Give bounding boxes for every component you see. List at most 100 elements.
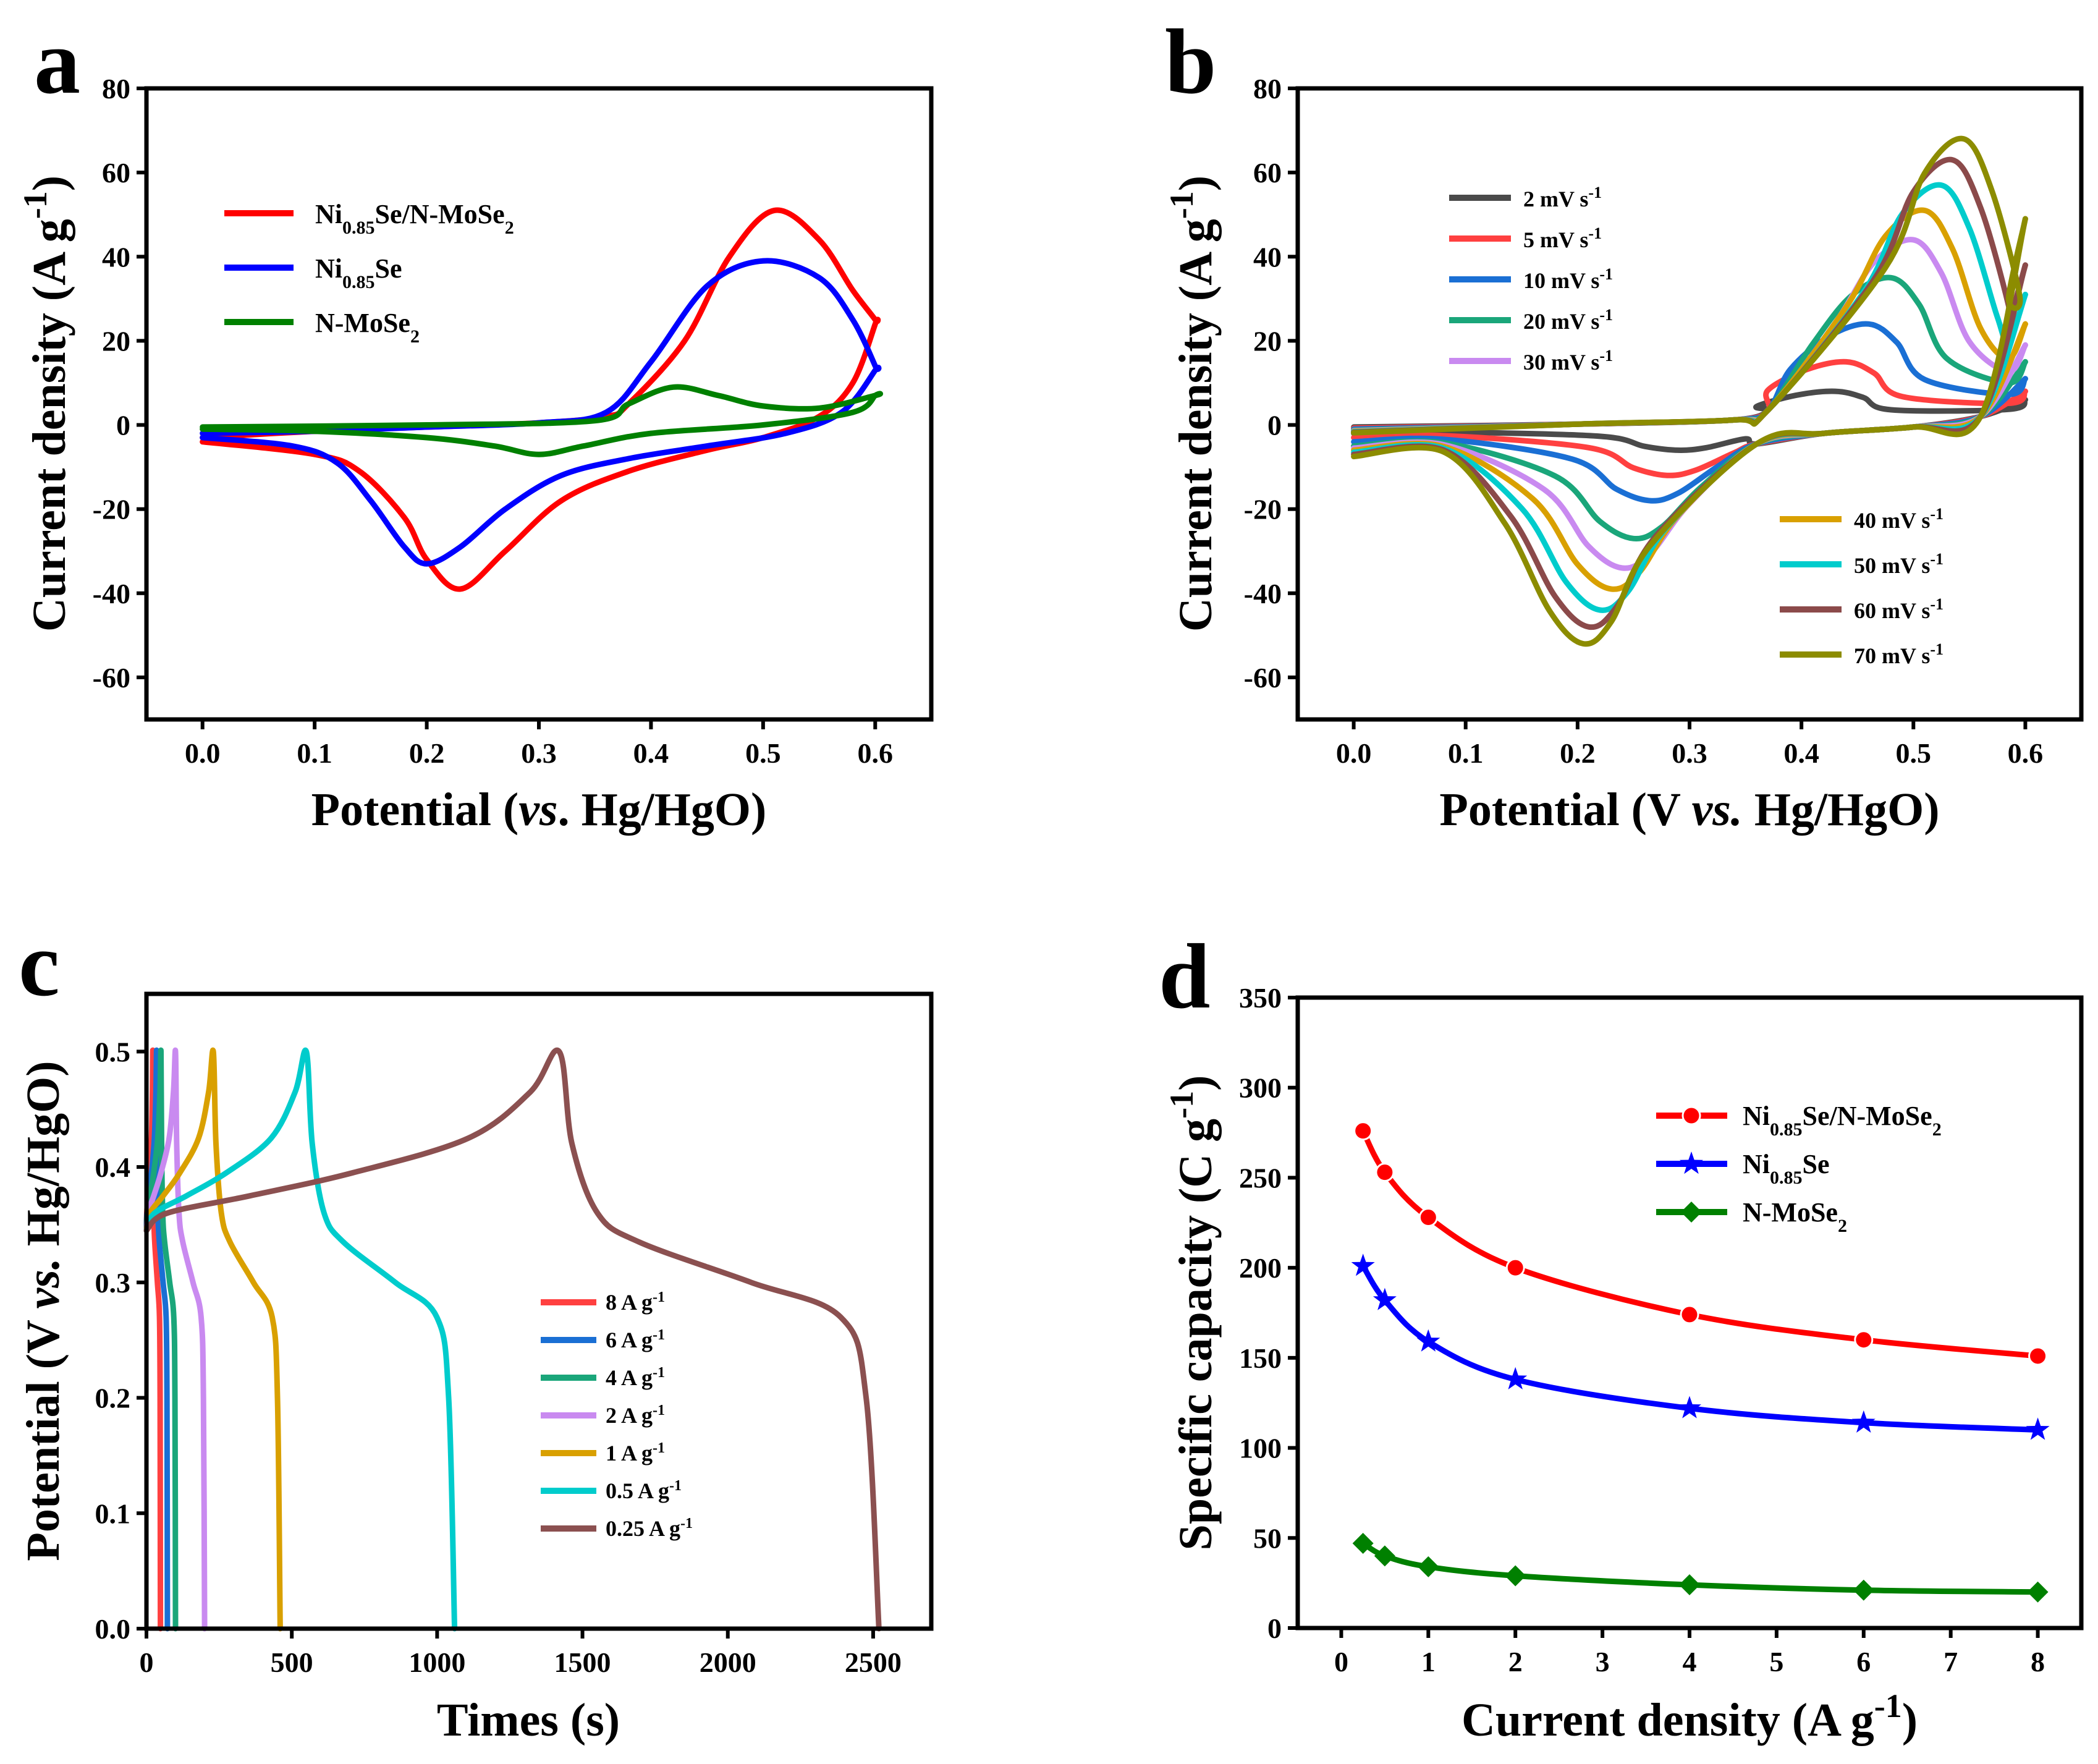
legend-label: 10 mV s-1	[1523, 265, 1613, 294]
x-tick-label: 0.0	[1336, 737, 1372, 769]
data-point-circle	[1854, 1330, 1874, 1350]
data-point-circle	[1353, 1121, 1373, 1141]
y-tick-label: 0.1	[95, 1498, 131, 1529]
data-point-star	[1678, 1396, 1701, 1418]
legend-label: Ni0.85Se/N-MoSe2	[1743, 1101, 1942, 1140]
y-tick-label: 0.3	[95, 1267, 131, 1299]
panel-letter-b: b	[1165, 11, 1216, 113]
data-point-diamond	[1505, 1565, 1526, 1587]
gcd-curve	[143, 1047, 283, 1632]
y-tick-label: -40	[1244, 578, 1282, 609]
data-point-circle	[1505, 1258, 1525, 1278]
panel-d-ticks: 0 1 2 3 4 5 6 7 8 0 50 100 150 200 250 300 350	[1239, 982, 2045, 1677]
x-tick-label: 0	[140, 1647, 154, 1678]
panel-d-y-title: Specific capacity (C g-1)	[1163, 1075, 1222, 1551]
data-point-diamond	[1418, 1556, 1439, 1577]
panel-c-legend: 8 A g-1 6 A g-1 4 A g-1 2 A g-1 1 A g-1 0.5 A…	[541, 1289, 693, 1541]
x-tick-label: 0.4	[1783, 737, 1819, 769]
data-point-circle	[1681, 1106, 1701, 1126]
x-tick-label: 5	[1769, 1646, 1783, 1677]
data-point-diamond	[1853, 1579, 1874, 1601]
panel-d-chart: 0 1 2 3 4 5 6 7 8 0 50 100 150 200 250 300 350 Ni0.85Se/…	[1163, 982, 2084, 1746]
x-tick-label: 0.1	[297, 737, 332, 769]
panel-b-curves	[1351, 135, 2028, 647]
legend-label: 50 mV s-1	[1854, 550, 1944, 579]
y-tick-label: 150	[1239, 1342, 1282, 1374]
legend-label: N-MoSe2	[315, 308, 420, 347]
y-tick-label: -20	[93, 494, 130, 525]
y-tick-label: 40	[102, 241, 130, 273]
panel-b-legend: 2 mV s-1 5 mV s-1 10 mV s-1 20 mV s-1 30 mV …	[1449, 184, 1944, 669]
y-tick-label: 0.5	[95, 1036, 131, 1067]
panel-a-frame	[144, 86, 934, 722]
panel-letter-c: c	[19, 913, 60, 1016]
x-tick-label: 2000	[700, 1647, 756, 1678]
panel-c-y-title: Potential (V vs. Hg/HgO)	[17, 1061, 69, 1561]
panel-d-curves	[1351, 1121, 2050, 1603]
panel-c-x-title: Times (s)	[437, 1694, 620, 1746]
panel-a-legend: Ni0.85Se/N-MoSe2 Ni0.85Se N-MoSe2	[224, 199, 514, 347]
cv-curve	[200, 384, 884, 457]
capacity-line	[1360, 1540, 2041, 1595]
legend-label: 0.25 A g-1	[606, 1516, 693, 1541]
panel-a-x-title: Potential (vs. Hg/HgO)	[311, 784, 767, 836]
legend-label: N-MoSe2	[1743, 1197, 1847, 1236]
y-tick-label: 0	[1267, 410, 1282, 441]
legend-label: 30 mV s-1	[1523, 347, 1613, 375]
data-point-diamond	[1679, 1574, 1700, 1596]
panel-d-legend: Ni0.85Se/N-MoSe2 Ni0.85Se N-MoSe2	[1656, 1101, 1942, 1236]
panel-a-y-title: Current density (A g-1)	[17, 176, 75, 632]
cv-curve-forward	[1351, 135, 2028, 436]
data-point-star	[1504, 1367, 1528, 1389]
data-point-circle	[1680, 1305, 1699, 1325]
legend-label: 2 A g-1	[606, 1402, 665, 1428]
y-tick-label: 40	[1253, 241, 1282, 273]
x-tick-label: 0.2	[409, 737, 445, 769]
legend-label: 2 mV s-1	[1523, 184, 1602, 212]
panel-c-ticks: 0 500 1000 1500 2000 2500 0.0 0.1 0.2 0.3 0.4 0.5	[95, 1036, 902, 1678]
data-point-diamond	[1681, 1202, 1702, 1223]
x-tick-label: 0.2	[1560, 737, 1596, 769]
panel-b-x-title: Potential (V vs. Hg/HgO)	[1439, 784, 1939, 836]
data-point-diamond	[1374, 1545, 1395, 1567]
y-tick-label: -40	[93, 578, 130, 609]
y-tick-label: 0.0	[95, 1613, 131, 1645]
data-point-star	[1416, 1329, 1440, 1352]
data-point-star	[1351, 1253, 1375, 1276]
capacity-line	[1360, 1128, 2041, 1359]
panel-b-y-title: Current density (A g-1)	[1163, 176, 1222, 632]
y-tick-label: 250	[1239, 1162, 1282, 1194]
y-tick-label: 20	[1253, 325, 1282, 357]
y-tick-label: 50	[1253, 1522, 1282, 1554]
y-tick-label: -60	[1244, 662, 1282, 693]
data-point-star	[1851, 1410, 1876, 1433]
y-tick-label: 100	[1239, 1433, 1282, 1464]
panel-letter-a: a	[34, 11, 80, 113]
y-tick-label: 0	[116, 410, 130, 441]
data-point-star	[1373, 1287, 1397, 1310]
y-tick-label: 350	[1239, 982, 1282, 1014]
gcd-curve	[143, 1047, 179, 1632]
panel-b-ticks: 0.0 0.1 0.2 0.3 0.4 0.5 0.6 -60 -40 -20 0 20 40 60 80	[1244, 73, 2044, 769]
x-tick-label: 0.4	[633, 737, 669, 769]
y-tick-label: 60	[102, 157, 130, 189]
legend-label: 6 A g-1	[606, 1327, 665, 1352]
y-tick-label: 300	[1239, 1072, 1282, 1104]
gcd-curve	[143, 1047, 458, 1632]
data-point-star	[2026, 1417, 2050, 1440]
x-tick-label: 0.3	[1672, 737, 1707, 769]
panel-c-curves	[143, 1047, 882, 1632]
x-tick-label: 0.6	[2008, 737, 2044, 769]
panel-c-chart: 0 500 1000 1500 2000 2500 0.0 0.1 0.2 0.3 0.4 0.5 8…	[17, 991, 934, 1746]
x-tick-label: 0.6	[858, 737, 894, 769]
panel-c-frame	[144, 991, 934, 1631]
data-point-diamond	[1352, 1533, 1374, 1554]
x-tick-label: 0	[1334, 1646, 1348, 1677]
data-point-star	[1680, 1151, 1703, 1174]
data-point-circle	[1375, 1163, 1395, 1182]
panel-a-ticks: 0.0 0.1 0.2 0.3 0.4 0.5 0.6 -60 -40 -20 0 20 40 60 80	[93, 73, 893, 769]
legend-label: 70 mV s-1	[1854, 640, 1944, 669]
legend-label: 5 mV s-1	[1523, 224, 1602, 253]
x-tick-label: 1	[1421, 1646, 1436, 1677]
